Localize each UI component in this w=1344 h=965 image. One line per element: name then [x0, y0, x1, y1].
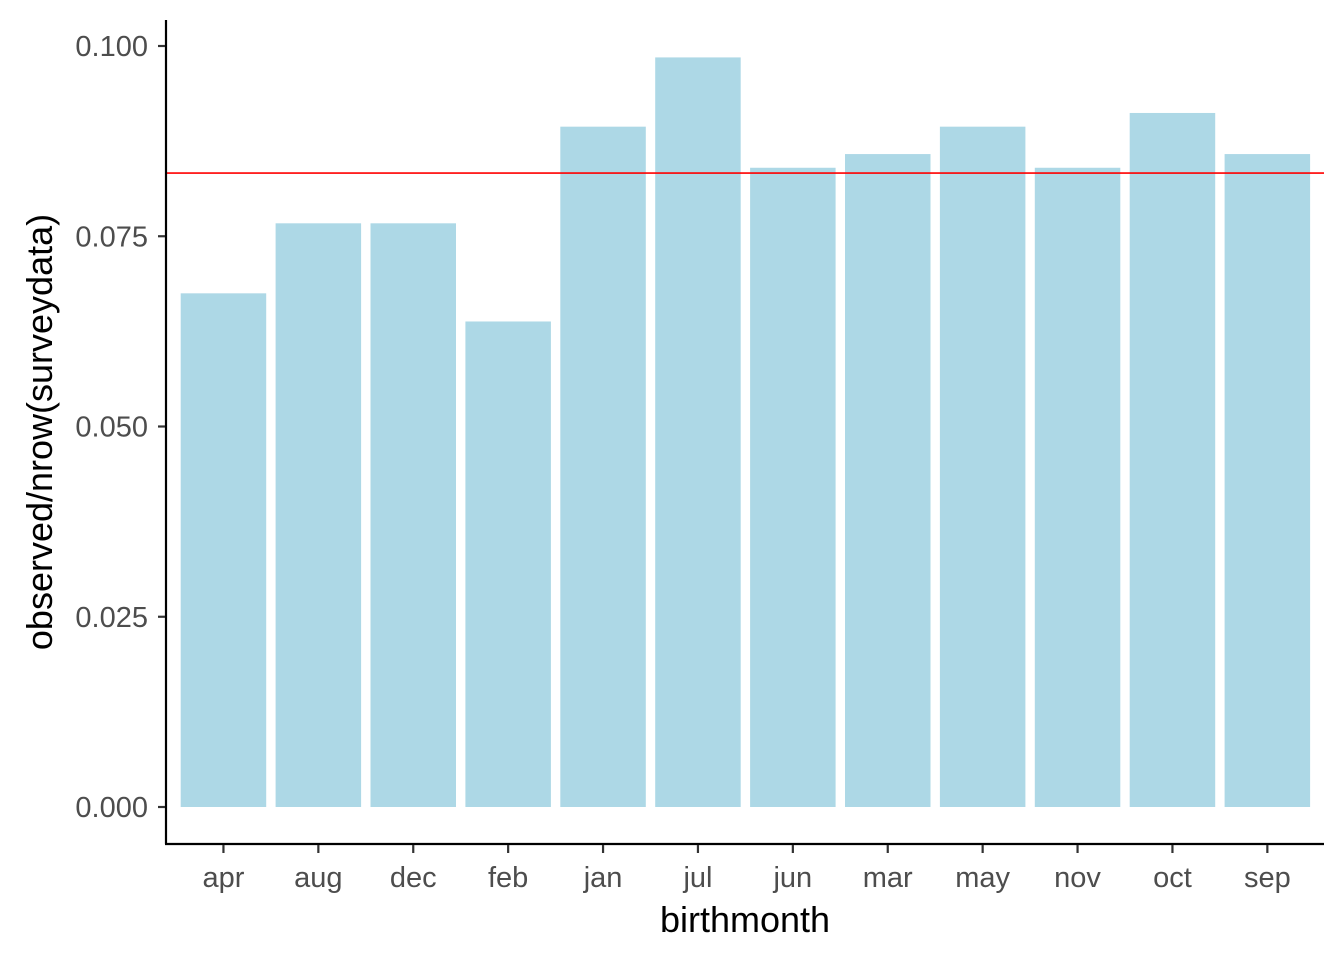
x-ticks: apr aug dec feb jan jul jun mar may nov oct sep [202, 845, 1291, 894]
y-tick-label: 0.100 [75, 31, 148, 63]
bar-dec [370, 223, 456, 808]
x-tick-label: may [955, 862, 1010, 894]
bar-feb [465, 321, 551, 807]
bar-may [939, 126, 1026, 807]
bar-jan [560, 126, 646, 807]
x-tick-label: jun [772, 862, 812, 894]
bar-jun [750, 167, 836, 807]
y-ticks: 0.000 0.025 0.050 0.075 0.100 [75, 31, 165, 824]
bar-sep [1224, 154, 1311, 807]
bar-apr [180, 293, 267, 807]
bar-oct [1129, 112, 1216, 807]
x-tick-label: feb [488, 862, 528, 894]
y-tick-label: 0.075 [75, 221, 148, 253]
x-tick-label: mar [863, 862, 913, 894]
bar-nov [1034, 167, 1121, 807]
y-tick-label: 0.025 [75, 602, 148, 634]
x-tick-label: nov [1054, 862, 1101, 894]
x-tick-label: jul [682, 862, 712, 894]
x-tick-label: dec [390, 862, 437, 894]
x-tick-label: oct [1153, 862, 1192, 894]
y-tick-label: 0.000 [75, 792, 148, 824]
bars [180, 57, 1311, 808]
bar-mar [845, 154, 931, 807]
x-tick-label: sep [1244, 862, 1291, 894]
x-tick-label: aug [294, 862, 342, 894]
x-axis-title: birthmonth [660, 899, 830, 940]
y-axis-title: observed/nrow(surveydata) [19, 214, 60, 650]
bar-jul [655, 57, 741, 808]
x-tick-label: jan [583, 862, 623, 894]
y-tick-label: 0.050 [75, 412, 148, 444]
x-tick-label: apr [202, 862, 244, 894]
bar-aug [275, 223, 362, 808]
